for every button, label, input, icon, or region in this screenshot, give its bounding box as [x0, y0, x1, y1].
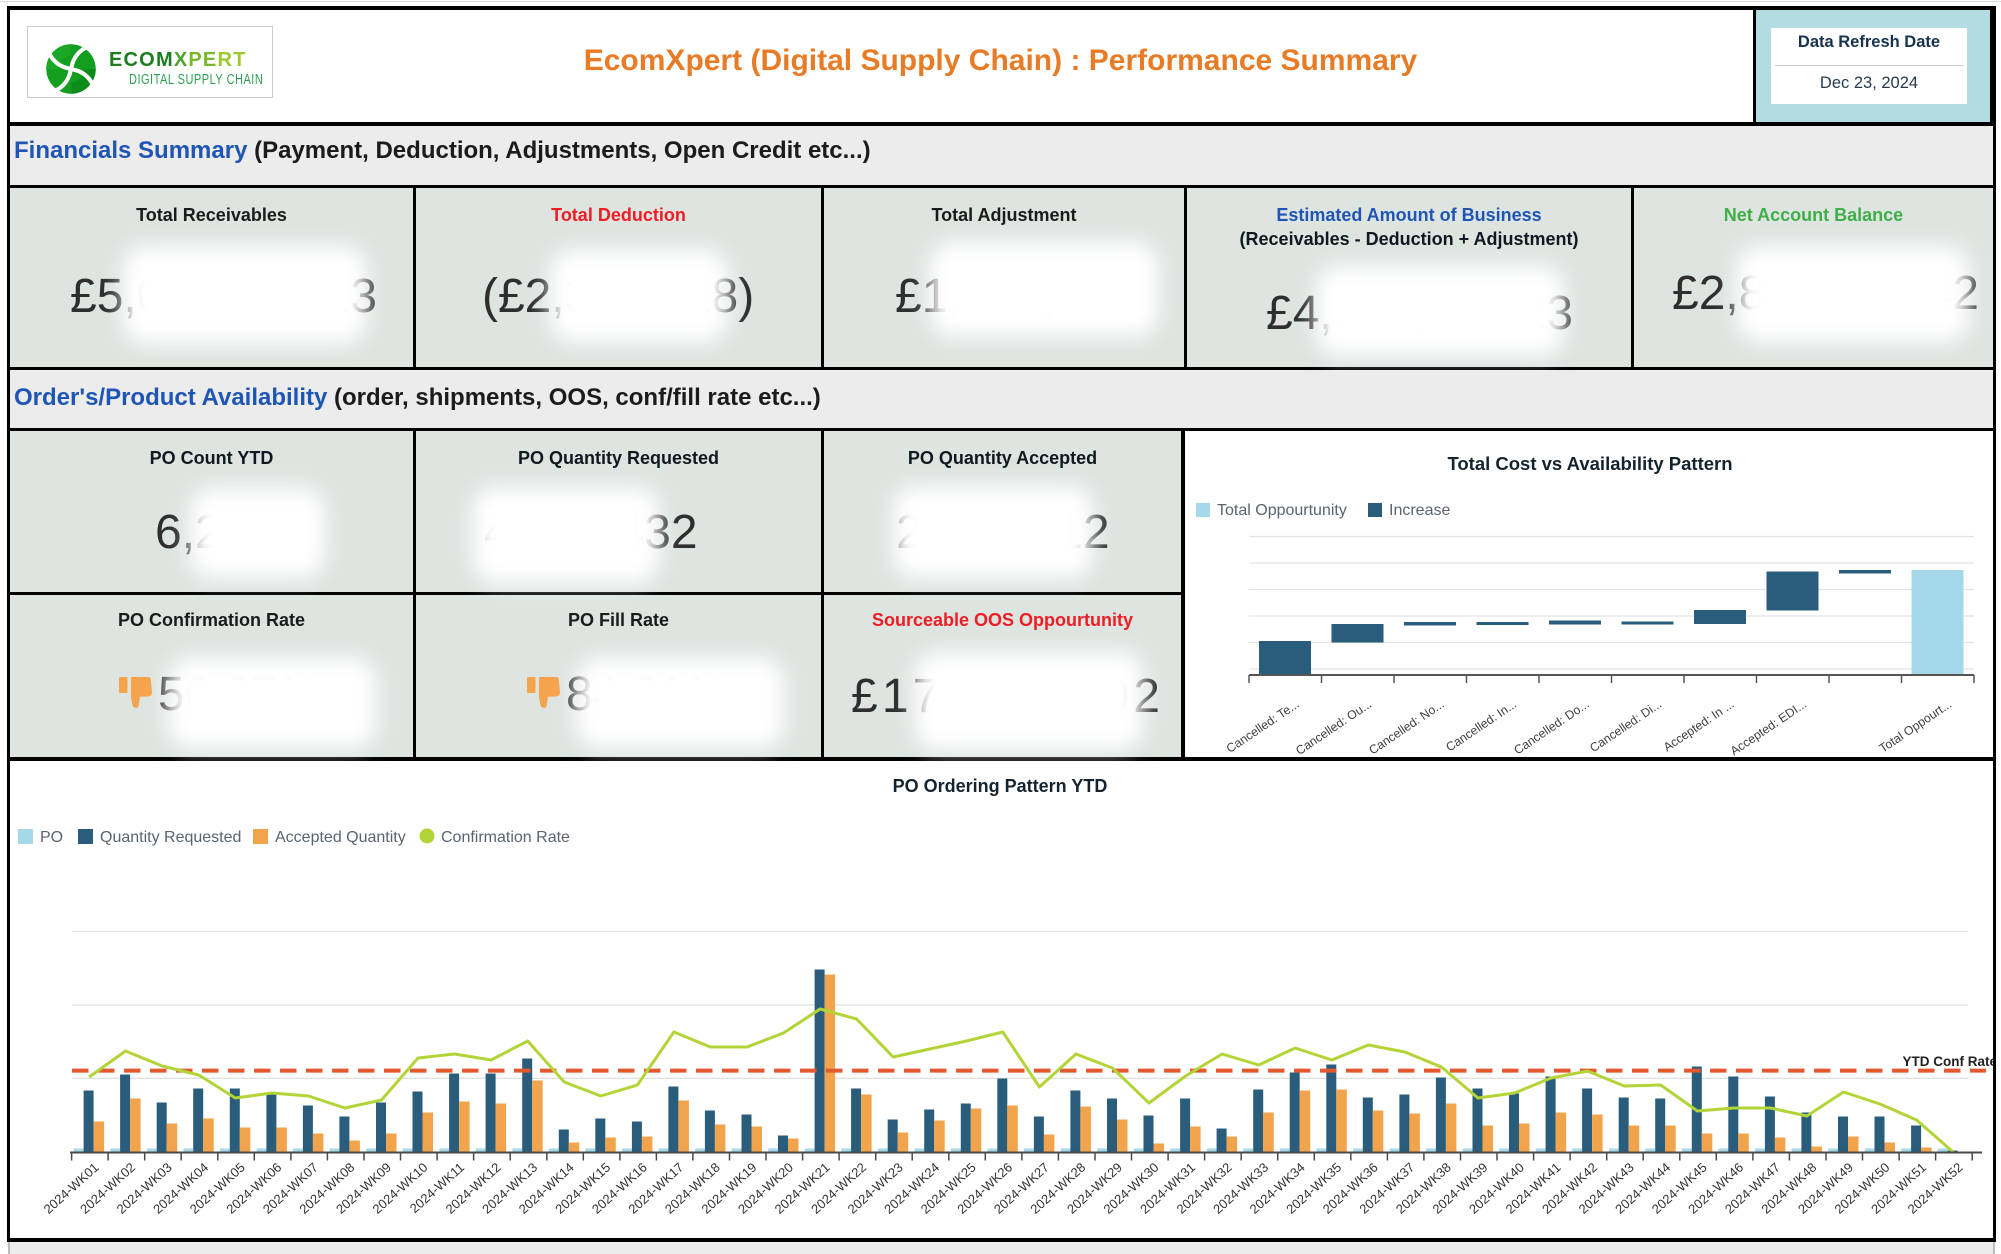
svg-text:Accepted: In ...: Accepted: In ... — [1661, 697, 1737, 754]
svg-text:YTD Conf Rate: YTD Conf Rate — [1903, 1054, 1994, 1069]
svg-text:Increase: Increase — [1389, 502, 1450, 519]
svg-text:PO Ordering Pattern YTD: PO Ordering Pattern YTD — [893, 776, 1108, 796]
svg-text:Total Oppourt...: Total Oppourt... — [1877, 697, 1955, 756]
svg-text:Cancelled: Do...: Cancelled: Do... — [1511, 697, 1591, 757]
svg-text:PO: PO — [40, 829, 63, 846]
svg-text:Cancelled: Ou...: Cancelled: Ou... — [1293, 697, 1374, 757]
svg-text:Cancelled: No...: Cancelled: No... — [1366, 697, 1446, 757]
svg-text:Accepted Quantity: Accepted Quantity — [275, 829, 406, 846]
svg-text:Confirmation Rate: Confirmation Rate — [441, 829, 570, 846]
svg-text:Cancelled: Di...: Cancelled: Di... — [1587, 697, 1664, 755]
svg-text:Quantity Requested: Quantity Requested — [100, 829, 241, 846]
svg-text:Cancelled: Te...: Cancelled: Te... — [1224, 697, 1302, 756]
svg-text:Total Cost vs Availability Pat: Total Cost vs Availability Pattern — [1447, 453, 1732, 474]
svg-text:Cancelled: In...: Cancelled: In... — [1443, 697, 1519, 754]
svg-text:Total Oppourtunity: Total Oppourtunity — [1217, 502, 1347, 519]
svg-text:Accepted: EDI...: Accepted: EDI... — [1728, 697, 1809, 757]
